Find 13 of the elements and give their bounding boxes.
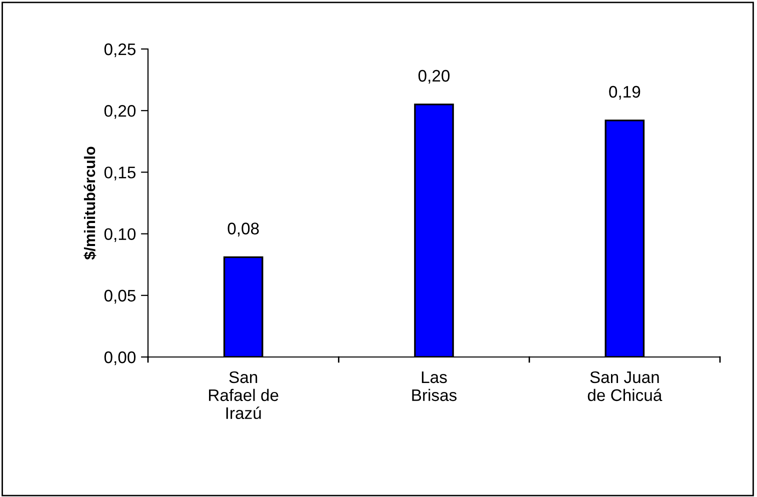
y-axis-title: $/minitubérculo bbox=[84, 146, 96, 260]
data-label: 0,08 bbox=[228, 222, 259, 236]
data-label: 0,19 bbox=[609, 86, 640, 100]
y-tick-label: 0,20 bbox=[104, 105, 136, 119]
x-tick-label: San Rafael de Irazú bbox=[209, 371, 278, 420]
y-tick-label: 0,10 bbox=[104, 228, 136, 242]
x-tick-label: San Juan de Chicuá bbox=[588, 371, 662, 402]
x-tick-label: Las Brisas bbox=[412, 372, 457, 402]
y-tick-label: 0,05 bbox=[104, 290, 136, 304]
y-tick-label: 0,15 bbox=[104, 166, 136, 180]
y-tick-label: 0,25 bbox=[104, 43, 136, 58]
data-label: 0,20 bbox=[418, 70, 450, 84]
y-tick-label: 0,00 bbox=[104, 351, 136, 366]
